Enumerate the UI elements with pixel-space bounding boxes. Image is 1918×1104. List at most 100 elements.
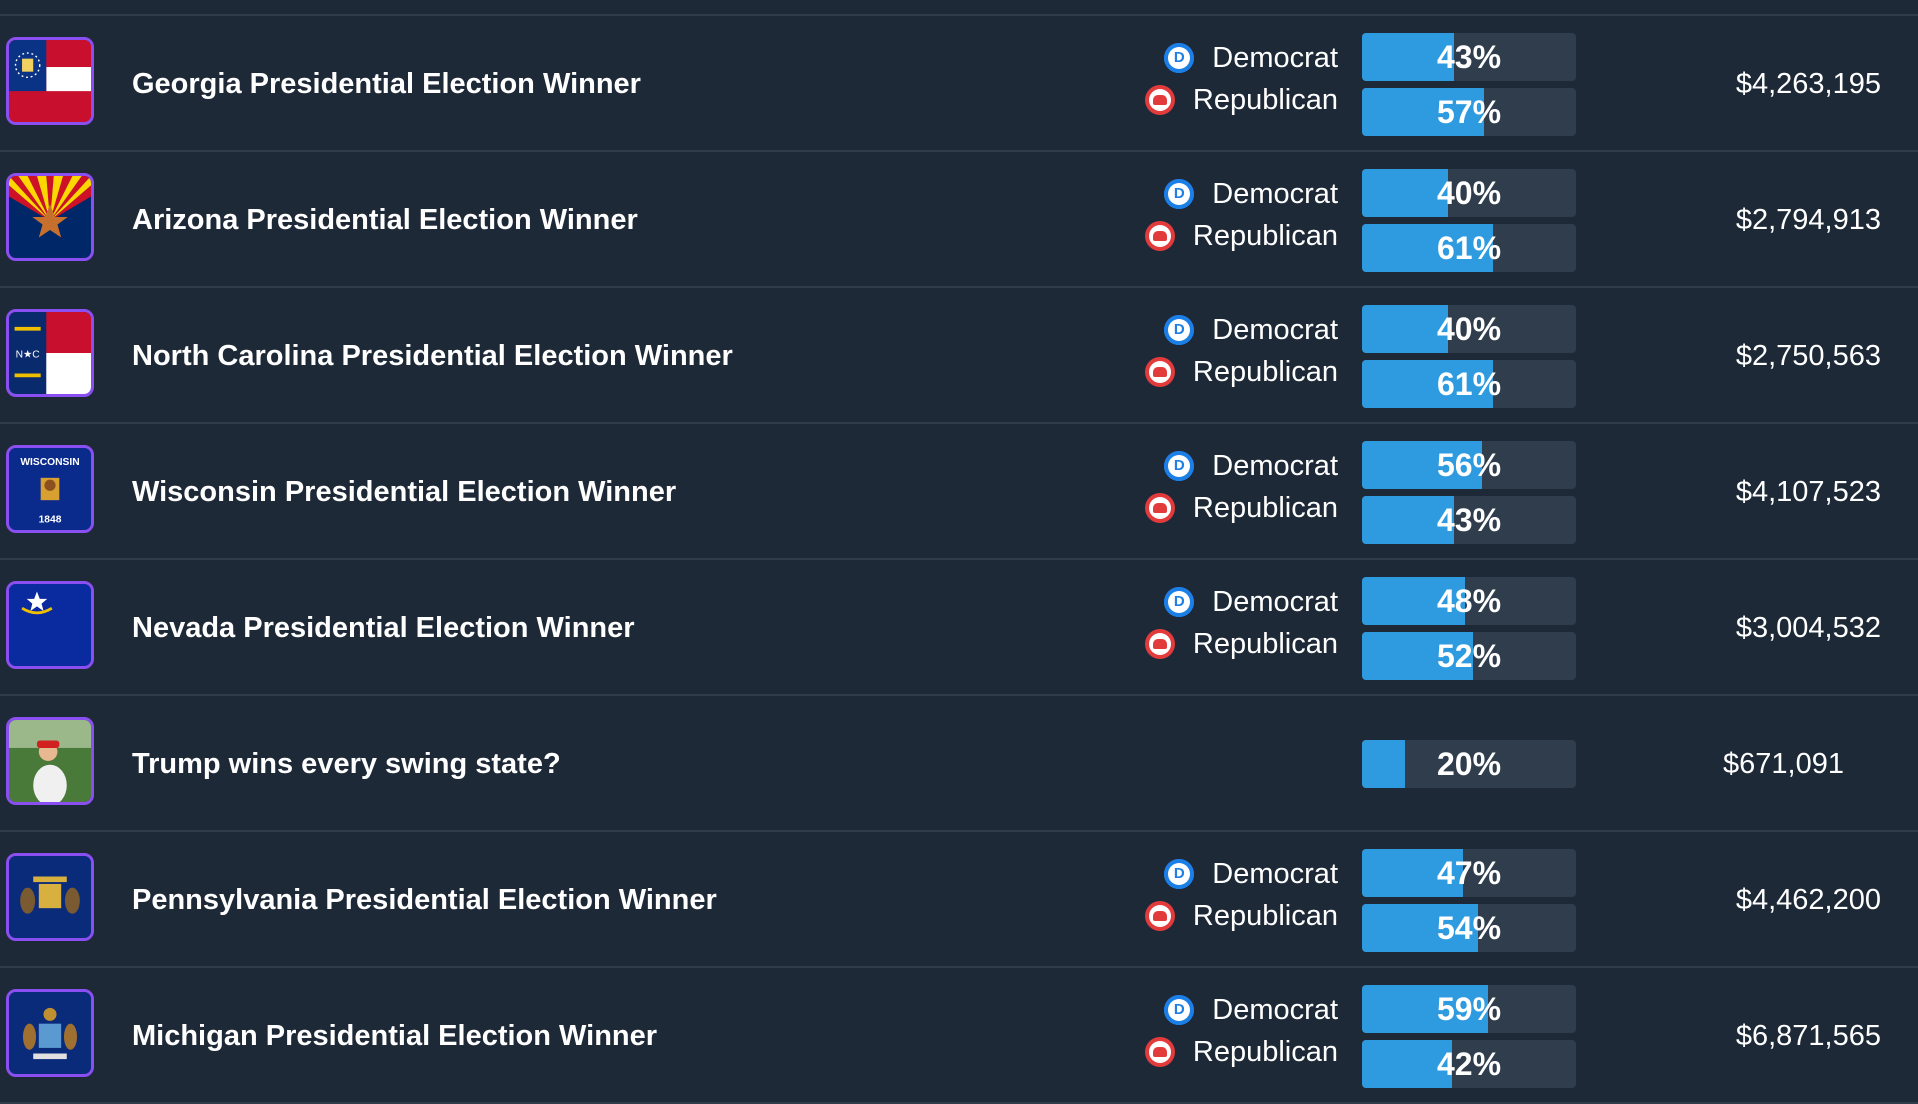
democrat-probability-bar[interactable]: 56%	[1362, 441, 1576, 489]
democrat-outcome: D Democrat	[1164, 992, 1338, 1028]
market-row-north-carolina[interactable]: N★C North Carolina Presidential Election…	[0, 288, 1918, 424]
democrat-probability-bar[interactable]: 40%	[1362, 169, 1576, 217]
probability-value: 47%	[1436, 855, 1502, 891]
republican-outcome: Republican	[1144, 354, 1338, 390]
outcome-label: Republican	[1192, 356, 1338, 388]
outcome-label: Republican	[1192, 220, 1338, 252]
market-title[interactable]: Pennsylvania Presidential Election Winne…	[132, 884, 717, 916]
arizona-flag-icon	[6, 173, 94, 261]
market-row-swing-states[interactable]: Trump wins every swing state? 20% $671,0…	[0, 696, 1918, 832]
democrat-icon: D	[1164, 315, 1195, 345]
probability-value: 43%	[1436, 39, 1502, 75]
democrat-outcome: D Democrat	[1164, 312, 1338, 348]
outcome-label: Democrat	[1212, 42, 1338, 74]
democrat-outcome: D Democrat	[1164, 448, 1338, 484]
republican-probability-bar[interactable]: 52%	[1362, 632, 1576, 680]
market-row-wisconsin[interactable]: WISCONSIN 1848 Wisconsin Presidential El…	[0, 424, 1918, 560]
golfer-photo-icon	[6, 717, 94, 805]
pennsylvania-flag-icon	[6, 853, 94, 941]
republican-probability-bar[interactable]: 61%	[1362, 360, 1576, 408]
yes-probability-bar[interactable]: 20%	[1362, 740, 1576, 788]
market-volume: $4,462,200	[1735, 884, 1881, 916]
probability-value: 54%	[1436, 910, 1502, 946]
republican-elephant-icon	[1144, 493, 1175, 523]
outcome-label: Republican	[1192, 84, 1338, 116]
market-volume: $4,263,195	[1735, 68, 1881, 100]
republican-probability-bar[interactable]: 42%	[1362, 1040, 1576, 1088]
market-title[interactable]: Nevada Presidential Election Winner	[132, 612, 635, 644]
outcome-label: Democrat	[1212, 858, 1338, 890]
market-volume: $4,107,523	[1735, 476, 1881, 508]
probability-value: 61%	[1436, 366, 1502, 402]
market-row-pennsylvania[interactable]: Pennsylvania Presidential Election Winne…	[0, 832, 1918, 968]
republican-outcome: Republican	[1144, 898, 1338, 934]
outcome-label: Democrat	[1212, 450, 1338, 482]
market-row-michigan[interactable]: Michigan Presidential Election Winner D …	[0, 968, 1918, 1104]
republican-probability-bar[interactable]: 54%	[1362, 904, 1576, 952]
flag-text-top: WISCONSIN	[20, 457, 79, 468]
probability-value: 59%	[1436, 991, 1502, 1027]
probability-value: 40%	[1436, 175, 1502, 211]
democrat-outcome: D Democrat	[1164, 856, 1338, 892]
democrat-icon: D	[1164, 451, 1195, 481]
outcome-label: Democrat	[1212, 994, 1338, 1026]
outcome-label: Democrat	[1212, 178, 1338, 210]
market-volume: $671,091	[1723, 748, 1844, 780]
wisconsin-flag-icon: WISCONSIN 1848	[6, 445, 94, 533]
republican-elephant-icon	[1144, 1037, 1175, 1067]
nevada-flag-icon	[6, 581, 94, 669]
market-volume: $2,750,563	[1735, 340, 1881, 372]
republican-probability-bar[interactable]: 43%	[1362, 496, 1576, 544]
probability-value: 52%	[1436, 638, 1502, 674]
republican-probability-bar[interactable]: 57%	[1362, 88, 1576, 136]
michigan-flag-icon	[6, 989, 94, 1077]
probability-value: 40%	[1436, 311, 1502, 347]
republican-elephant-icon	[1144, 901, 1175, 931]
market-row-arizona[interactable]: Arizona Presidential Election Winner D D…	[0, 152, 1918, 288]
market-title[interactable]: Michigan Presidential Election Winner	[132, 1020, 658, 1052]
republican-outcome: Republican	[1144, 218, 1338, 254]
democrat-probability-bar[interactable]: 47%	[1362, 849, 1576, 897]
market-row-georgia[interactable]: Georgia Presidential Election Winner D D…	[0, 16, 1918, 152]
republican-outcome: Republican	[1144, 1034, 1338, 1070]
republican-elephant-icon	[1144, 629, 1175, 659]
republican-elephant-icon	[1144, 85, 1175, 115]
market-volume: $2,794,913	[1735, 204, 1881, 236]
probability-value: 56%	[1436, 447, 1502, 483]
probability-value: 20%	[1436, 746, 1502, 782]
republican-outcome: Republican	[1144, 82, 1338, 118]
market-title[interactable]: North Carolina Presidential Election Win…	[132, 340, 733, 372]
probability-value: 42%	[1436, 1046, 1502, 1082]
democrat-probability-bar[interactable]: 40%	[1362, 305, 1576, 353]
republican-elephant-icon	[1144, 357, 1175, 387]
probability-value: 43%	[1436, 502, 1502, 538]
market-title[interactable]: Wisconsin Presidential Election Winner	[132, 476, 677, 508]
flag-text-bottom: 1848	[39, 515, 62, 526]
democrat-outcome: D Democrat	[1164, 176, 1338, 212]
probability-value: 61%	[1436, 230, 1502, 266]
probability-value: 57%	[1436, 94, 1502, 130]
republican-outcome: Republican	[1144, 490, 1338, 526]
republican-probability-bar[interactable]: 61%	[1362, 224, 1576, 272]
north-carolina-flag-icon: N★C	[6, 309, 94, 397]
outcome-label: Republican	[1192, 900, 1338, 932]
republican-outcome: Republican	[1144, 626, 1338, 662]
market-title[interactable]: Georgia Presidential Election Winner	[132, 68, 641, 100]
svg-text:N★C: N★C	[16, 350, 41, 361]
market-title[interactable]: Arizona Presidential Election Winner	[132, 204, 638, 236]
market-title[interactable]: Trump wins every swing state?	[132, 748, 561, 780]
democrat-probability-bar[interactable]: 48%	[1362, 577, 1576, 625]
market-volume: $3,004,532	[1735, 612, 1881, 644]
probability-value: 48%	[1436, 583, 1502, 619]
republican-elephant-icon	[1144, 221, 1175, 251]
democrat-icon: D	[1164, 859, 1195, 889]
democrat-probability-bar[interactable]: 43%	[1362, 33, 1576, 81]
outcome-label: Democrat	[1212, 586, 1338, 618]
democrat-icon: D	[1164, 179, 1195, 209]
democrat-probability-bar[interactable]: 59%	[1362, 985, 1576, 1033]
democrat-icon: D	[1164, 43, 1195, 73]
democrat-outcome: D Democrat	[1164, 584, 1338, 620]
outcome-label: Democrat	[1212, 314, 1338, 346]
outcome-label: Republican	[1192, 1036, 1338, 1068]
market-row-nevada[interactable]: Nevada Presidential Election Winner D De…	[0, 560, 1918, 696]
